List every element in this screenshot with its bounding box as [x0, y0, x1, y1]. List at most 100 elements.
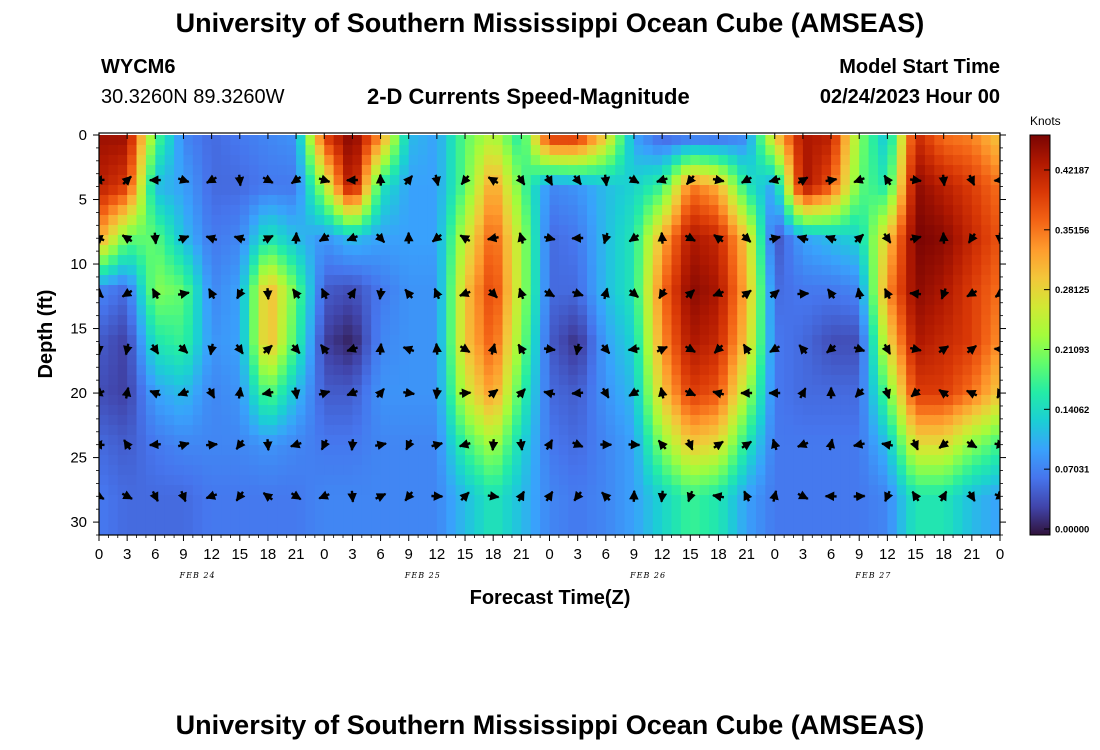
heat-cell [962, 515, 973, 526]
heat-cell [136, 455, 147, 466]
heat-cell [746, 265, 757, 276]
heat-cell [859, 355, 870, 366]
heat-cell [436, 145, 447, 156]
heat-cell [727, 255, 738, 266]
heat-cell [953, 305, 964, 316]
heat-cell [793, 335, 804, 346]
heat-cell [324, 135, 335, 146]
heat-cell [483, 275, 494, 286]
heat-cell [145, 145, 156, 156]
heat-cell [258, 165, 269, 176]
heat-cell [164, 155, 175, 166]
heat-cell [812, 175, 823, 186]
heat-cell [699, 515, 710, 526]
heat-cell [577, 255, 588, 266]
heat-cell [530, 485, 541, 496]
heat-cell [380, 335, 391, 346]
heat-cell [671, 235, 682, 246]
heat-cell [155, 375, 166, 386]
heat-cell [784, 275, 795, 286]
heat-cell [953, 275, 964, 286]
heat-cell [596, 155, 607, 166]
heat-cell [831, 135, 842, 146]
heat-cell [99, 385, 109, 396]
heat-cell [680, 355, 691, 366]
heat-cell [192, 275, 203, 286]
heat-cell [727, 345, 738, 356]
heat-cell [990, 185, 1000, 196]
heat-cell [953, 295, 964, 306]
heat-cell [577, 405, 588, 416]
heat-cell [840, 145, 851, 156]
heat-cell [136, 525, 147, 535]
heat-cell [877, 295, 888, 306]
heat-cell [793, 255, 804, 266]
heat-cell [699, 525, 710, 535]
heat-cell [709, 255, 720, 266]
heat-cell [615, 465, 626, 476]
heat-cell [296, 335, 307, 346]
heat-cell [990, 445, 1000, 456]
heat-cell [727, 415, 738, 426]
heat-cell [521, 465, 532, 476]
heat-cell [990, 495, 1000, 506]
heat-cell [418, 235, 429, 246]
heat-cell [418, 495, 429, 506]
heat-cell [849, 135, 860, 146]
heat-cell [389, 345, 400, 356]
heat-cell [286, 305, 297, 316]
heat-cell [540, 405, 551, 416]
heat-cell [352, 265, 363, 276]
heat-cell [802, 295, 813, 306]
heat-cell [831, 245, 842, 256]
heat-cell [821, 185, 832, 196]
heat-cell [540, 355, 551, 366]
heat-cell [821, 305, 832, 316]
heat-cell [624, 145, 635, 156]
heat-cell [755, 195, 766, 206]
heat-cell [296, 145, 307, 156]
heat-cell [511, 215, 522, 226]
heat-cell [221, 245, 231, 256]
heat-cell [915, 245, 926, 256]
heat-cell [352, 165, 363, 176]
heat-cell [399, 435, 410, 446]
heat-cell [793, 245, 804, 256]
heat-cell [615, 325, 626, 336]
heat-cell [784, 185, 795, 196]
heat-cell [718, 425, 729, 436]
heat-cell [990, 375, 1000, 386]
heat-cell [202, 345, 213, 356]
heat-cell [99, 345, 109, 356]
heat-cell [831, 495, 842, 506]
heat-cell [962, 215, 973, 226]
heat-cell [418, 375, 429, 386]
heat-cell [239, 205, 250, 216]
heat-cell [221, 195, 231, 206]
heat-cell [868, 435, 879, 446]
heat-cell [493, 205, 504, 216]
heat-cell [164, 355, 175, 366]
heat-cell [784, 225, 795, 236]
heat-cell [202, 325, 213, 336]
current-arrow [712, 492, 725, 502]
heat-cell [305, 475, 316, 486]
heat-cell [558, 295, 569, 306]
heat-cell [324, 525, 335, 535]
heat-cell [633, 495, 644, 506]
heat-cell [962, 395, 973, 406]
heat-cell [286, 485, 297, 496]
heat-cell [943, 325, 954, 336]
heat-cell [633, 255, 644, 266]
heat-cell [943, 485, 954, 496]
heat-cell [155, 455, 166, 466]
heat-cell [305, 525, 316, 535]
heat-cell [568, 165, 579, 176]
heat-cell [906, 455, 917, 466]
heat-cell [877, 265, 888, 276]
heat-cell [699, 425, 710, 436]
heat-cell [530, 285, 541, 296]
heat-cell [924, 265, 935, 276]
heat-cell [774, 365, 785, 376]
heat-cell [352, 445, 363, 456]
